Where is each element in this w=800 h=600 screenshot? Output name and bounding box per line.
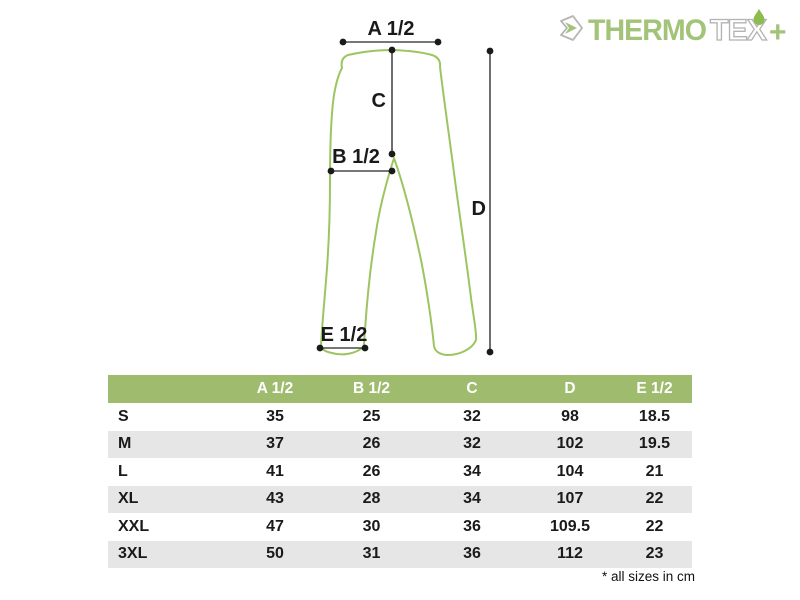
- value-cell: 19.5: [638, 435, 671, 453]
- measure-dot: [361, 344, 369, 352]
- size-label: XL: [118, 490, 139, 508]
- table-row-s: S 35 25 32 98 18.5: [108, 403, 692, 431]
- droplet-icon: [753, 9, 765, 25]
- measure-dot: [388, 150, 396, 158]
- table-row-3xl: 3XL 50 31 36 112 23: [108, 540, 692, 568]
- value-cell: 98: [561, 407, 579, 425]
- measure-dot: [486, 348, 494, 356]
- value-cell: 21: [645, 462, 664, 480]
- value-cell: 47: [266, 517, 284, 535]
- value-cell: 35: [266, 407, 284, 425]
- value-cell: 104: [556, 462, 584, 480]
- header-cell-c: C: [466, 380, 478, 397]
- header-cell-e: E 1/2: [636, 380, 673, 397]
- value-cell: 109.5: [549, 517, 591, 535]
- value-cell: 102: [556, 435, 584, 453]
- value-cell: 31: [362, 545, 381, 563]
- value-cell: 112: [557, 545, 583, 563]
- measure-dot: [327, 167, 335, 175]
- size-label: 3XL: [118, 545, 148, 563]
- value-cell: 18.5: [638, 407, 671, 425]
- value-cell: 50: [266, 545, 284, 563]
- value-cell: 32: [463, 407, 481, 425]
- value-cell: 30: [362, 517, 381, 535]
- measure-dot: [486, 47, 494, 55]
- value-cell: 43: [266, 490, 284, 508]
- measure-dot: [316, 344, 324, 352]
- value-cell: 25: [362, 407, 381, 425]
- measure-label-b: B 1/2: [332, 146, 380, 168]
- measure-dot: [434, 38, 442, 46]
- table-row-xxl: XXL 47 30 36 109.5 22: [108, 513, 692, 541]
- value-cell: 23: [645, 545, 664, 563]
- header-cell-b: B 1/2: [352, 380, 391, 397]
- size-table: A 1/2 B 1/2 C D E 1/2 S 35 25 32 98 18.5…: [108, 375, 692, 568]
- measure-dot: [339, 38, 347, 46]
- value-cell: 32: [463, 435, 481, 453]
- value-cell: 28: [362, 490, 381, 508]
- measure-dot: [388, 167, 396, 175]
- value-cell: 36: [463, 545, 481, 563]
- units-footnote: * all sizes in cm: [601, 569, 695, 584]
- thermotex-logo: THERMO TEX +: [560, 9, 787, 49]
- table-row-m: M 37 26 32 102 19.5: [108, 430, 692, 458]
- size-label: XXL: [118, 517, 150, 535]
- size-label: M: [118, 435, 132, 453]
- value-cell: 26: [362, 435, 381, 453]
- value-cell: 107: [556, 490, 584, 508]
- header-cell-d: D: [564, 380, 576, 397]
- table-row-xl: XL 43 28 34 107 22: [108, 485, 692, 513]
- size-label: L: [118, 462, 128, 480]
- value-cell: 22: [645, 517, 664, 535]
- value-cell: 22: [645, 490, 664, 508]
- measure-label-c: C: [372, 90, 386, 112]
- size-label: S: [118, 407, 129, 425]
- measure-label-e: E 1/2: [321, 324, 368, 346]
- table-row-l: L 41 26 34 104 21: [108, 458, 692, 486]
- value-cell: 36: [463, 517, 481, 535]
- measure-label-a: A 1/2: [367, 18, 414, 40]
- logo-text-plus: +: [769, 16, 786, 49]
- value-cell: 34: [463, 490, 481, 508]
- logo-text-thermo: THERMO: [588, 14, 707, 47]
- value-cell: 37: [266, 435, 284, 453]
- thermotex-mark-icon: [560, 15, 583, 41]
- value-cell: 41: [266, 462, 284, 480]
- value-cell: 26: [362, 462, 381, 480]
- pants-outline: [320, 49, 478, 356]
- size-table-header-row: A 1/2 B 1/2 C D E 1/2: [108, 375, 692, 403]
- header-cell-a: A 1/2: [256, 380, 294, 397]
- measure-label-d: D: [472, 198, 486, 220]
- value-cell: 34: [463, 462, 481, 480]
- measure-dot: [388, 46, 396, 54]
